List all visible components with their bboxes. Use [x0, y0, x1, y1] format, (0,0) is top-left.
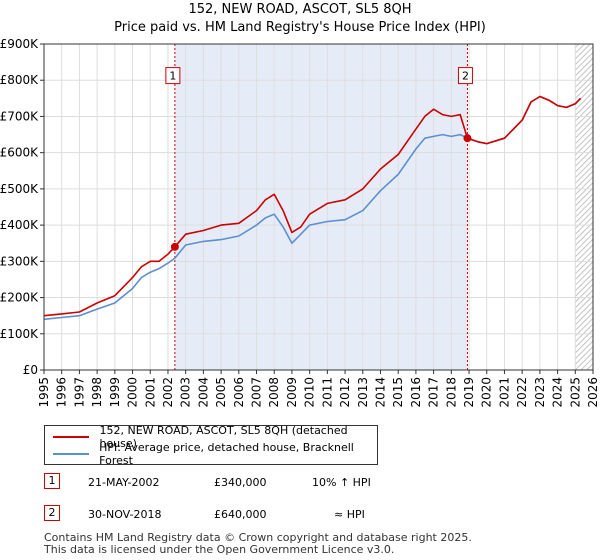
forecast-hatch	[575, 44, 593, 370]
sale-price-2: £640,000	[214, 508, 267, 521]
x-tick-label: 2001	[143, 377, 157, 408]
x-tick-label: 1998	[90, 377, 104, 408]
legend-swatch-property	[53, 436, 90, 438]
sale-hpi-2: ≈ HPI	[334, 508, 365, 521]
x-tick-label: 2005	[214, 377, 228, 408]
x-tick-label: 1999	[108, 377, 122, 408]
legend-label-hpi: HPI: Average price, detached house, Brac…	[99, 441, 354, 467]
x-tick-label: 1995	[37, 377, 51, 408]
sale-label-box	[165, 67, 181, 85]
price-chart: £0 £100K £200K £300K £400K £500K £600K £700K £80…	[0, 37, 600, 408]
legend-item-hpi: HPI: Average price, detached house, Brac…	[53, 441, 377, 467]
x-tick-label: 2004	[196, 377, 210, 408]
sale-badge-1: 1	[44, 473, 60, 489]
x-tick-label: 2013	[356, 377, 370, 408]
x-tick-label: 1997	[72, 377, 86, 408]
x-tick-label: 2020	[480, 377, 494, 408]
sale-label-number: 1	[169, 70, 176, 83]
sale-price-1: £340,000	[214, 476, 267, 489]
sale-hpi-1: 10% ↑ HPI	[312, 476, 371, 489]
x-tick-label: 2019	[462, 377, 476, 408]
y-tick-label: £300K	[0, 254, 39, 268]
y-tick-label: £0	[23, 363, 38, 377]
x-tick-label: 2008	[267, 377, 281, 408]
footer-copyright: Contains HM Land Registry data © Crown c…	[44, 531, 472, 544]
x-tick-label: 2011	[320, 377, 334, 408]
sale-badge-2: 2	[44, 505, 60, 521]
y-tick-label: £200K	[0, 291, 39, 305]
legend-swatch-hpi	[53, 453, 90, 455]
chart-subtitle: Price paid vs. HM Land Registry's House …	[114, 20, 486, 35]
x-tick-label: 2003	[179, 377, 193, 408]
legend-label-property: 152, NEW ROAD, ASCOT, SL5 8QH (detached …	[99, 424, 348, 450]
x-tick-label: 2025	[568, 377, 582, 408]
sale-date-2: 30-NOV-2018	[88, 508, 162, 521]
chart-title: 152, NEW ROAD, ASCOT, SL5 8QH	[188, 2, 412, 17]
x-tick-label: 2000	[126, 377, 140, 408]
x-tick-label: 2009	[285, 377, 299, 408]
x-tick-label: 2021	[497, 377, 511, 408]
y-tick-label: £100K	[0, 327, 39, 341]
x-tick-label: 2023	[533, 377, 547, 408]
sale-label-box	[457, 67, 473, 85]
x-tick-label: 2012	[338, 377, 352, 408]
x-tick-label: 2010	[303, 377, 317, 408]
x-tick-label: 2015	[391, 377, 405, 408]
x-tick-label: 2018	[444, 377, 458, 408]
footer-licence: This data is licensed under the Open Gov…	[44, 543, 395, 556]
legend: 152, NEW ROAD, ASCOT, SL5 8QH (detached …	[44, 424, 378, 467]
x-tick-label: 1996	[55, 377, 69, 408]
x-tick-label: 2024	[551, 377, 565, 408]
sale-marker	[170, 242, 179, 251]
y-tick-label: £800K	[0, 73, 39, 87]
y-tick-label: £900K	[0, 37, 39, 51]
x-tick-label: 2007	[250, 377, 264, 408]
sale-date-1: 21-MAY-2002	[88, 476, 160, 489]
x-tick-label: 2017	[427, 377, 441, 408]
x-tick-label: 2002	[161, 377, 175, 408]
plot-border	[43, 43, 594, 371]
series-line-property	[43, 95, 582, 317]
legend-item-property: 152, NEW ROAD, ASCOT, SL5 8QH (detached …	[53, 424, 377, 450]
sale-label-number: 2	[462, 70, 469, 83]
x-tick-label: 2006	[232, 377, 246, 408]
y-tick-label: £500K	[0, 182, 39, 196]
x-tick-label: 2026	[586, 377, 600, 408]
x-tick-label: 2016	[409, 377, 423, 408]
sale-marker	[463, 134, 472, 143]
y-tick-label: £600K	[0, 146, 39, 160]
y-tick-label: £700K	[0, 109, 39, 123]
y-tick-label: £400K	[0, 218, 39, 232]
x-tick-label: 2014	[373, 377, 387, 408]
x-tick-label: 2022	[515, 377, 529, 408]
